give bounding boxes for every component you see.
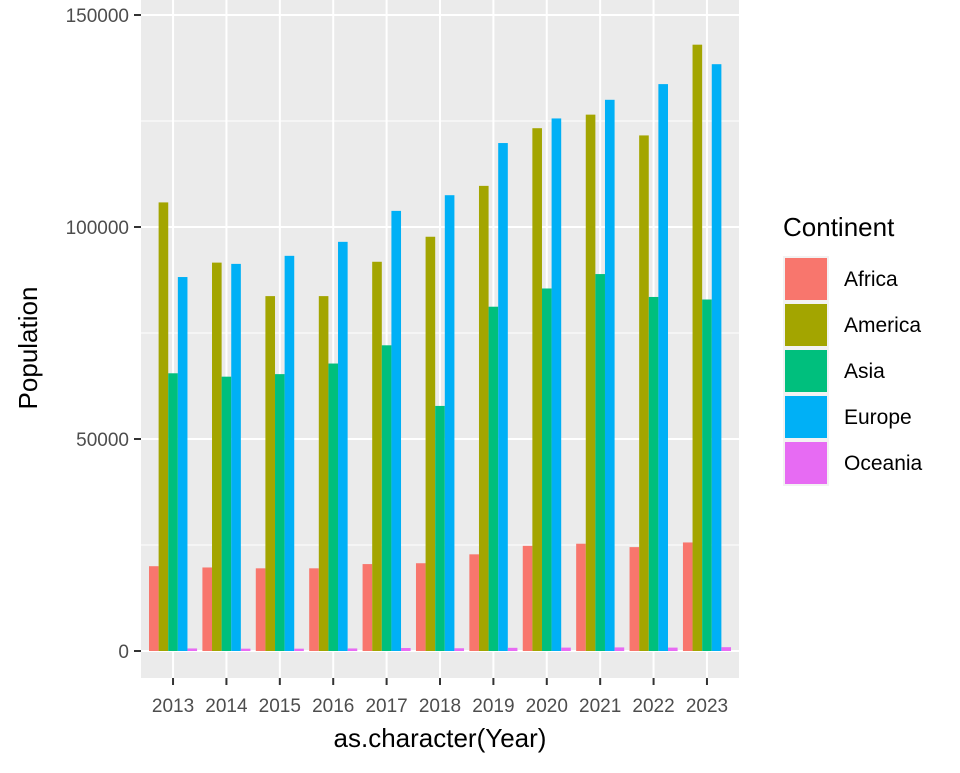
legend-swatch-oceania bbox=[785, 442, 827, 484]
x-tick-label: 2019 bbox=[472, 696, 514, 717]
bar-africa-2015 bbox=[255, 568, 266, 651]
legend-label-asia: Asia bbox=[844, 360, 885, 383]
x-tick-label: 2022 bbox=[632, 696, 674, 717]
bar-asia-2022 bbox=[648, 296, 659, 651]
legend: Continent Africa America Asia Europe Oceania bbox=[783, 212, 923, 486]
bar-oceania-2021 bbox=[614, 647, 625, 651]
bar-africa-2018 bbox=[415, 563, 426, 651]
legend-swatch-america bbox=[785, 304, 827, 346]
bar-europe-2014 bbox=[231, 263, 241, 651]
bars bbox=[149, 44, 731, 652]
bar-africa-2016 bbox=[309, 568, 319, 651]
bar-asia-2015 bbox=[275, 374, 285, 651]
bar-asia-2018 bbox=[435, 405, 445, 651]
bar-oceania-2023 bbox=[721, 647, 731, 651]
bar-oceania-2014 bbox=[240, 648, 251, 651]
bar-america-2014 bbox=[212, 262, 222, 651]
y-axis: 0 50000 100000 150000 bbox=[66, 6, 141, 663]
bar-america-2013 bbox=[158, 202, 169, 651]
legend-swatch-africa bbox=[785, 258, 827, 300]
bar-europe-2023 bbox=[711, 64, 722, 651]
x-tick-label: 2016 bbox=[312, 696, 354, 717]
bar-asia-2014 bbox=[221, 376, 232, 651]
bar-europe-2013 bbox=[177, 277, 188, 651]
bar-africa-2020 bbox=[522, 545, 533, 651]
bar-oceania-2017 bbox=[401, 648, 411, 651]
bar-europe-2016 bbox=[338, 241, 348, 651]
bar-africa-2017 bbox=[362, 564, 373, 651]
bar-africa-2014 bbox=[202, 567, 213, 651]
bar-africa-2013 bbox=[149, 566, 159, 651]
bar-asia-2021 bbox=[595, 274, 605, 651]
bar-america-2017 bbox=[372, 261, 382, 651]
bar-asia-2019 bbox=[488, 306, 499, 651]
bar-america-2022 bbox=[639, 135, 649, 651]
bar-asia-2023 bbox=[702, 299, 712, 651]
bar-oceania-2022 bbox=[667, 647, 678, 651]
legend-title: Continent bbox=[783, 212, 895, 242]
x-tick-label: 2014 bbox=[205, 696, 248, 717]
x-tick-label: 2015 bbox=[259, 696, 301, 717]
bar-america-2018 bbox=[425, 236, 436, 651]
bar-europe-2021 bbox=[604, 99, 615, 652]
bar-africa-2022 bbox=[629, 547, 640, 651]
bar-africa-2019 bbox=[469, 554, 479, 651]
bar-america-2021 bbox=[585, 114, 596, 651]
bar-america-2016 bbox=[318, 296, 329, 651]
bar-europe-2019 bbox=[498, 143, 508, 651]
bar-america-2023 bbox=[692, 44, 703, 652]
x-tick-label: 2021 bbox=[579, 696, 621, 717]
legend-label-europe: Europe bbox=[844, 406, 912, 429]
y-tick-label: 0 bbox=[118, 642, 129, 663]
bar-oceania-2015 bbox=[294, 648, 304, 651]
bar-europe-2020 bbox=[551, 118, 562, 652]
bar-oceania-2016 bbox=[347, 648, 358, 651]
y-axis-title: Population bbox=[13, 287, 43, 410]
legend-swatch-europe bbox=[785, 396, 827, 438]
bar-africa-2021 bbox=[576, 543, 586, 651]
bar-asia-2016 bbox=[328, 363, 339, 651]
bar-asia-2013 bbox=[168, 373, 178, 651]
x-tick-label: 2023 bbox=[686, 696, 728, 717]
legend-label-oceania: Oceania bbox=[844, 452, 923, 475]
legend-swatch-asia bbox=[785, 350, 827, 392]
bar-europe-2022 bbox=[658, 84, 668, 651]
legend-label-america: America bbox=[844, 314, 921, 337]
bar-america-2020 bbox=[532, 128, 542, 651]
bar-europe-2017 bbox=[391, 210, 402, 651]
x-tick-label: 2017 bbox=[365, 696, 407, 717]
bar-oceania-2018 bbox=[454, 648, 465, 651]
y-tick-label: 150000 bbox=[66, 6, 129, 27]
legend-label-africa: Africa bbox=[844, 268, 898, 291]
x-tick-label: 2018 bbox=[419, 696, 461, 717]
x-tick-label: 2020 bbox=[526, 696, 568, 717]
bar-oceania-2013 bbox=[187, 648, 198, 651]
y-tick-label: 50000 bbox=[76, 430, 129, 451]
bar-europe-2018 bbox=[444, 195, 455, 651]
bar-oceania-2020 bbox=[561, 647, 571, 651]
x-axis-title: as.character(Year) bbox=[334, 723, 547, 753]
bar-asia-2020 bbox=[541, 288, 552, 651]
bar-america-2019 bbox=[478, 185, 489, 651]
bar-africa-2023 bbox=[682, 542, 693, 651]
y-tick-label: 100000 bbox=[66, 218, 129, 239]
x-tick-label: 2013 bbox=[152, 696, 194, 717]
bar-europe-2015 bbox=[284, 255, 295, 651]
bar-asia-2017 bbox=[381, 345, 392, 651]
x-axis: 2013 2014 2015 2016 2017 2018 2019 2020 2021 2022… bbox=[152, 678, 728, 717]
bar-america-2015 bbox=[265, 296, 276, 651]
bar-oceania-2019 bbox=[507, 647, 518, 651]
